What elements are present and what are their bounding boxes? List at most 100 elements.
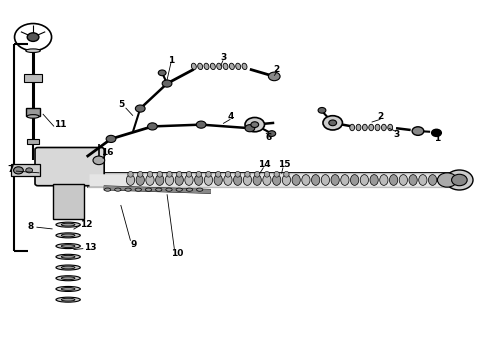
Ellipse shape [192, 63, 196, 69]
Ellipse shape [381, 124, 386, 131]
Ellipse shape [186, 171, 192, 177]
Circle shape [412, 127, 424, 135]
Circle shape [196, 121, 206, 128]
Bar [26, 108, 40, 116]
Circle shape [318, 108, 326, 113]
Ellipse shape [61, 223, 75, 226]
Ellipse shape [204, 175, 213, 185]
Ellipse shape [176, 188, 182, 191]
Ellipse shape [356, 124, 361, 131]
Bar [11, 164, 40, 176]
Ellipse shape [235, 171, 241, 177]
Ellipse shape [167, 171, 172, 177]
Text: 10: 10 [171, 249, 183, 258]
Ellipse shape [363, 124, 368, 131]
Text: 8: 8 [27, 222, 34, 231]
Ellipse shape [104, 188, 111, 191]
Ellipse shape [263, 175, 271, 185]
Text: 12: 12 [80, 220, 93, 229]
FancyBboxPatch shape [35, 148, 104, 186]
Ellipse shape [331, 175, 339, 185]
Circle shape [446, 170, 473, 190]
Text: 11: 11 [53, 120, 66, 129]
Ellipse shape [229, 63, 234, 69]
Ellipse shape [418, 175, 427, 185]
Text: 3: 3 [220, 53, 226, 62]
Ellipse shape [196, 188, 203, 191]
Text: 2: 2 [273, 65, 280, 74]
Circle shape [135, 105, 145, 112]
Circle shape [158, 70, 166, 76]
Ellipse shape [186, 188, 193, 191]
Ellipse shape [176, 171, 182, 177]
Ellipse shape [254, 171, 260, 177]
Circle shape [268, 131, 276, 136]
Ellipse shape [61, 277, 75, 280]
Bar [52, 184, 84, 219]
Ellipse shape [185, 175, 193, 185]
Ellipse shape [341, 175, 349, 185]
Ellipse shape [128, 171, 133, 177]
Bar [24, 74, 42, 82]
Ellipse shape [56, 265, 80, 270]
Ellipse shape [61, 245, 75, 248]
Ellipse shape [175, 175, 183, 185]
Ellipse shape [165, 175, 173, 185]
Text: 6: 6 [265, 133, 271, 142]
Circle shape [251, 122, 259, 127]
Circle shape [329, 120, 337, 126]
Ellipse shape [375, 124, 380, 131]
Ellipse shape [390, 175, 398, 185]
Ellipse shape [156, 175, 164, 185]
Circle shape [93, 156, 105, 165]
Ellipse shape [156, 188, 162, 191]
Ellipse shape [61, 255, 75, 258]
Ellipse shape [125, 188, 131, 191]
Text: 3: 3 [393, 130, 399, 139]
Circle shape [26, 168, 32, 173]
Ellipse shape [206, 171, 211, 177]
Ellipse shape [135, 188, 142, 191]
Ellipse shape [56, 276, 80, 281]
Ellipse shape [136, 175, 145, 185]
Circle shape [269, 72, 280, 81]
Text: 13: 13 [84, 243, 97, 252]
Circle shape [245, 125, 255, 132]
Circle shape [452, 174, 467, 186]
Ellipse shape [234, 175, 242, 185]
Ellipse shape [350, 124, 355, 131]
Ellipse shape [56, 233, 80, 238]
Circle shape [432, 129, 441, 136]
Text: 1: 1 [434, 134, 441, 143]
Text: 1: 1 [168, 56, 174, 65]
Ellipse shape [147, 171, 153, 177]
Text: 2: 2 [377, 112, 384, 121]
Ellipse shape [115, 188, 121, 191]
Ellipse shape [146, 188, 152, 191]
Text: 4: 4 [227, 112, 234, 121]
Text: 7: 7 [7, 165, 13, 174]
Ellipse shape [284, 171, 289, 177]
Ellipse shape [448, 175, 456, 185]
Circle shape [106, 135, 116, 143]
Ellipse shape [195, 175, 203, 185]
Ellipse shape [360, 175, 368, 185]
Ellipse shape [369, 124, 374, 131]
Ellipse shape [264, 171, 270, 177]
Ellipse shape [138, 171, 143, 177]
Ellipse shape [428, 175, 437, 185]
Ellipse shape [126, 175, 135, 185]
Text: 14: 14 [258, 160, 271, 169]
Ellipse shape [61, 266, 75, 269]
Ellipse shape [56, 297, 80, 302]
Ellipse shape [225, 171, 231, 177]
Ellipse shape [61, 234, 75, 237]
Ellipse shape [380, 175, 388, 185]
Ellipse shape [242, 63, 247, 69]
Ellipse shape [61, 298, 75, 301]
Ellipse shape [56, 254, 80, 259]
Ellipse shape [399, 175, 408, 185]
Text: 5: 5 [119, 100, 125, 109]
Ellipse shape [216, 171, 221, 177]
Ellipse shape [321, 175, 330, 185]
